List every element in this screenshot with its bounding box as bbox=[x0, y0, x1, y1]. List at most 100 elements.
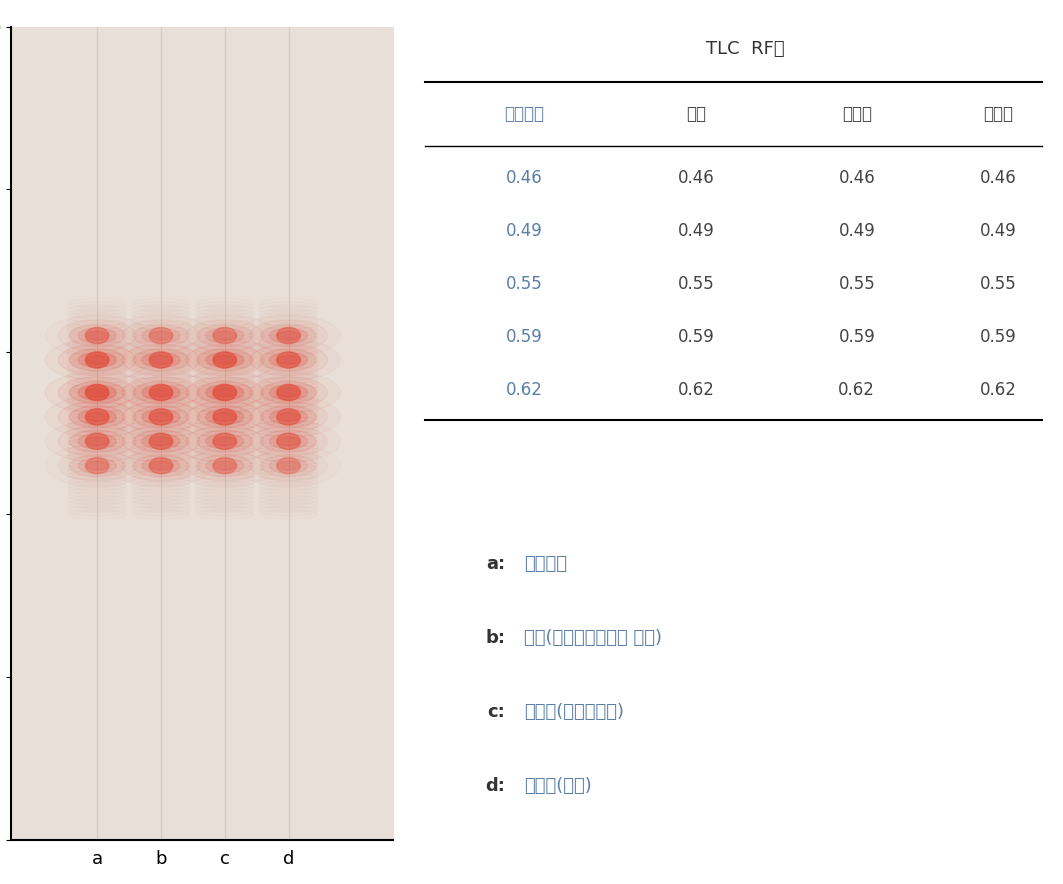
Text: b:: b: bbox=[486, 629, 505, 647]
Ellipse shape bbox=[58, 320, 136, 351]
Ellipse shape bbox=[276, 458, 301, 474]
Ellipse shape bbox=[276, 433, 301, 449]
Text: 0.59: 0.59 bbox=[839, 328, 875, 346]
Ellipse shape bbox=[213, 385, 237, 400]
Ellipse shape bbox=[133, 349, 188, 371]
Ellipse shape bbox=[142, 328, 180, 343]
Ellipse shape bbox=[122, 450, 200, 481]
Ellipse shape bbox=[206, 385, 243, 400]
Ellipse shape bbox=[69, 454, 124, 476]
Ellipse shape bbox=[276, 327, 301, 344]
Text: 0.49: 0.49 bbox=[506, 222, 542, 240]
Ellipse shape bbox=[276, 408, 301, 425]
Ellipse shape bbox=[277, 332, 300, 340]
Text: 0.55: 0.55 bbox=[678, 275, 714, 293]
Ellipse shape bbox=[206, 434, 243, 449]
Ellipse shape bbox=[149, 408, 173, 425]
Ellipse shape bbox=[133, 324, 188, 347]
Ellipse shape bbox=[86, 413, 108, 422]
Ellipse shape bbox=[206, 328, 243, 343]
Ellipse shape bbox=[186, 401, 264, 432]
Ellipse shape bbox=[213, 458, 237, 474]
Ellipse shape bbox=[206, 458, 243, 473]
Text: 0.62: 0.62 bbox=[980, 381, 1017, 399]
Ellipse shape bbox=[85, 385, 109, 400]
Ellipse shape bbox=[79, 409, 116, 424]
Text: 0.49: 0.49 bbox=[980, 222, 1017, 240]
Ellipse shape bbox=[197, 454, 252, 476]
Ellipse shape bbox=[186, 345, 264, 376]
Ellipse shape bbox=[85, 433, 109, 449]
Ellipse shape bbox=[142, 385, 180, 400]
Ellipse shape bbox=[58, 426, 136, 457]
Text: a:: a: bbox=[486, 555, 505, 574]
Text: 취잌검: 취잌검 bbox=[842, 105, 872, 123]
Text: 빵류: 빵류 bbox=[687, 105, 707, 123]
Ellipse shape bbox=[197, 431, 252, 453]
Text: 0.59: 0.59 bbox=[506, 328, 542, 346]
Ellipse shape bbox=[260, 406, 316, 428]
Ellipse shape bbox=[214, 461, 236, 470]
Ellipse shape bbox=[79, 458, 116, 473]
Ellipse shape bbox=[270, 353, 307, 368]
Ellipse shape bbox=[250, 320, 327, 351]
Ellipse shape bbox=[276, 385, 301, 400]
Ellipse shape bbox=[58, 401, 136, 432]
Ellipse shape bbox=[109, 372, 213, 413]
Ellipse shape bbox=[277, 355, 300, 364]
Ellipse shape bbox=[214, 388, 236, 397]
Ellipse shape bbox=[213, 327, 237, 344]
Ellipse shape bbox=[46, 339, 149, 381]
Ellipse shape bbox=[149, 352, 173, 368]
Ellipse shape bbox=[142, 434, 180, 449]
Ellipse shape bbox=[122, 426, 200, 457]
Ellipse shape bbox=[250, 377, 327, 408]
Ellipse shape bbox=[142, 353, 180, 368]
Ellipse shape bbox=[149, 327, 173, 344]
Ellipse shape bbox=[260, 381, 316, 404]
Ellipse shape bbox=[150, 355, 172, 364]
Ellipse shape bbox=[173, 339, 276, 381]
Text: 취잌검(케이팝매직): 취잌검(케이팝매직) bbox=[524, 703, 624, 721]
Ellipse shape bbox=[206, 353, 243, 368]
Ellipse shape bbox=[69, 431, 124, 453]
Ellipse shape bbox=[277, 461, 300, 470]
Ellipse shape bbox=[79, 385, 116, 400]
Ellipse shape bbox=[133, 381, 188, 404]
Ellipse shape bbox=[150, 413, 172, 422]
Ellipse shape bbox=[149, 433, 173, 449]
Ellipse shape bbox=[270, 385, 307, 400]
Text: 0.62: 0.62 bbox=[505, 381, 542, 399]
Ellipse shape bbox=[277, 388, 300, 397]
Ellipse shape bbox=[142, 458, 180, 473]
Ellipse shape bbox=[173, 372, 276, 413]
Ellipse shape bbox=[250, 401, 327, 432]
Ellipse shape bbox=[69, 381, 124, 404]
Ellipse shape bbox=[86, 332, 108, 340]
Ellipse shape bbox=[213, 408, 237, 425]
Ellipse shape bbox=[69, 406, 124, 428]
Ellipse shape bbox=[86, 461, 108, 470]
Ellipse shape bbox=[270, 434, 307, 449]
Text: 0.62: 0.62 bbox=[839, 381, 875, 399]
Ellipse shape bbox=[214, 413, 236, 422]
Ellipse shape bbox=[214, 355, 236, 364]
Ellipse shape bbox=[122, 377, 200, 408]
Text: 0.59: 0.59 bbox=[980, 328, 1017, 346]
Ellipse shape bbox=[213, 352, 237, 368]
Ellipse shape bbox=[260, 454, 316, 476]
Ellipse shape bbox=[270, 328, 307, 343]
Text: d:: d: bbox=[486, 777, 505, 795]
Ellipse shape bbox=[214, 437, 236, 446]
Text: 빵류(스트로베리스튱 샌드): 빵류(스트로베리스튱 샌드) bbox=[524, 629, 662, 647]
Ellipse shape bbox=[260, 324, 316, 347]
Text: 0.49: 0.49 bbox=[678, 222, 714, 240]
Ellipse shape bbox=[149, 458, 173, 474]
Ellipse shape bbox=[133, 431, 188, 453]
Text: 0.55: 0.55 bbox=[506, 275, 542, 293]
Ellipse shape bbox=[69, 349, 124, 371]
Ellipse shape bbox=[277, 437, 300, 446]
Ellipse shape bbox=[270, 409, 307, 424]
Text: 0.46: 0.46 bbox=[506, 169, 542, 187]
Ellipse shape bbox=[46, 372, 149, 413]
